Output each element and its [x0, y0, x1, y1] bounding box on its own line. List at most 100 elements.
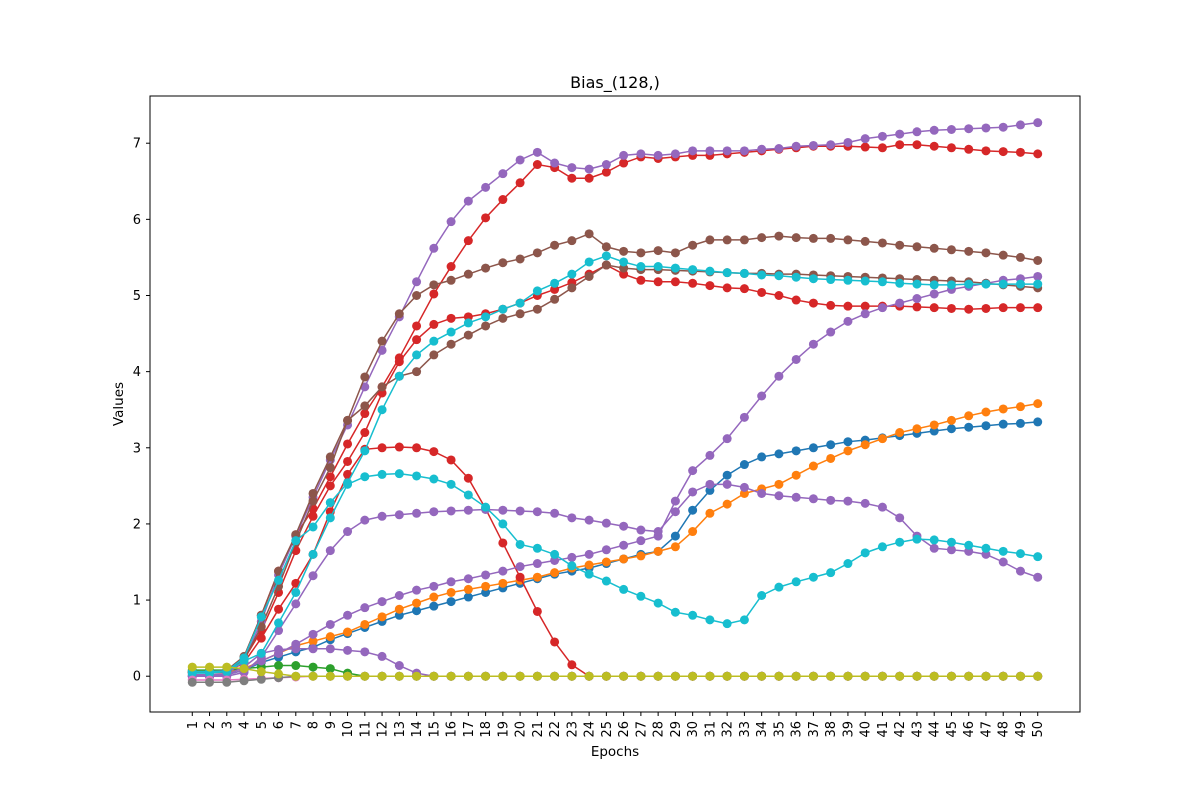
data-point: [291, 644, 301, 654]
data-point: [722, 283, 732, 293]
data-point: [291, 587, 301, 597]
data-point: [256, 633, 266, 643]
data-point: [722, 146, 732, 156]
data-point: [532, 543, 542, 553]
data-point: [912, 294, 922, 304]
data-point: [705, 479, 715, 489]
y-tick-label: 5: [133, 289, 141, 304]
data-point: [567, 671, 577, 681]
data-point: [929, 289, 939, 299]
data-point: [532, 304, 542, 314]
data-point: [705, 450, 715, 460]
data-point: [757, 488, 767, 498]
data-point: [808, 461, 818, 471]
data-point: [377, 597, 387, 607]
data-point: [394, 510, 404, 520]
data-point: [929, 280, 939, 290]
data-point: [826, 327, 836, 337]
data-point: [463, 490, 473, 500]
data-point: [688, 466, 698, 476]
plot-frame: [149, 95, 1081, 713]
data-point: [843, 301, 853, 311]
data-point: [481, 671, 491, 681]
series-line: [192, 264, 1038, 674]
data-point: [739, 671, 749, 681]
data-point: [808, 140, 818, 150]
data-point: [929, 420, 939, 430]
data-point: [481, 263, 491, 273]
data-point: [532, 559, 542, 569]
data-point: [412, 291, 422, 300]
data-point: [1015, 671, 1025, 681]
data-point: [601, 545, 611, 555]
data-point: [584, 257, 594, 267]
data-point: [843, 235, 853, 245]
data-point: [895, 278, 905, 288]
data-point: [498, 169, 508, 179]
data-point: [291, 599, 301, 609]
chart-title: Bias_(128,): [570, 73, 660, 93]
data-point: [412, 585, 422, 595]
data-point: [429, 507, 439, 517]
data-point: [515, 572, 525, 582]
data-point: [981, 407, 991, 417]
data-point: [343, 627, 353, 637]
data-point: [601, 160, 611, 170]
data-point: [964, 279, 974, 289]
data-point: [601, 518, 611, 528]
x-tick-label: 19: [496, 721, 511, 738]
data-point: [1033, 279, 1043, 289]
data-point: [946, 245, 956, 255]
data-point: [584, 229, 594, 239]
data-point: [774, 582, 784, 592]
data-point: [360, 603, 370, 613]
data-point: [636, 275, 646, 285]
data-point: [463, 269, 473, 279]
data-point: [550, 568, 560, 578]
x-tick-label: 39: [841, 721, 856, 738]
data-point: [895, 513, 905, 523]
data-point: [998, 419, 1008, 429]
data-point: [670, 531, 680, 541]
data-point: [791, 470, 801, 480]
data-point: [739, 482, 749, 492]
x-tick-label: 23: [565, 721, 580, 738]
data-point: [584, 549, 594, 559]
data-point: [619, 554, 629, 564]
data-point: [446, 275, 456, 285]
data-point: [929, 141, 939, 151]
data-point: [377, 405, 387, 415]
data-point: [343, 469, 353, 479]
data-point: [877, 143, 887, 153]
data-point: [325, 452, 335, 462]
data-point: [325, 632, 335, 642]
x-tick-label: 35: [772, 721, 787, 738]
series-line: [192, 664, 1038, 677]
data-point: [946, 545, 956, 555]
data-point: [429, 280, 439, 290]
data-point: [515, 155, 525, 165]
data-point: [860, 671, 870, 681]
y-tick-label: 4: [133, 365, 141, 380]
x-tick-label: 20: [514, 721, 529, 738]
data-point: [498, 519, 508, 529]
data-point: [688, 505, 698, 515]
data-point: [239, 664, 249, 674]
data-point: [670, 671, 680, 681]
data-point: [929, 543, 939, 553]
data-point: [998, 557, 1008, 567]
data-point: [429, 243, 439, 253]
data-point: [532, 606, 542, 616]
data-point: [670, 542, 680, 552]
data-point: [498, 566, 508, 576]
data-point: [308, 511, 318, 521]
data-point: [222, 662, 232, 672]
data-point: [946, 143, 956, 153]
data-point: [308, 644, 318, 654]
data-point: [446, 327, 456, 337]
data-point: [774, 491, 784, 501]
data-point: [412, 443, 422, 453]
data-point: [412, 671, 422, 681]
data-point: [826, 140, 836, 150]
